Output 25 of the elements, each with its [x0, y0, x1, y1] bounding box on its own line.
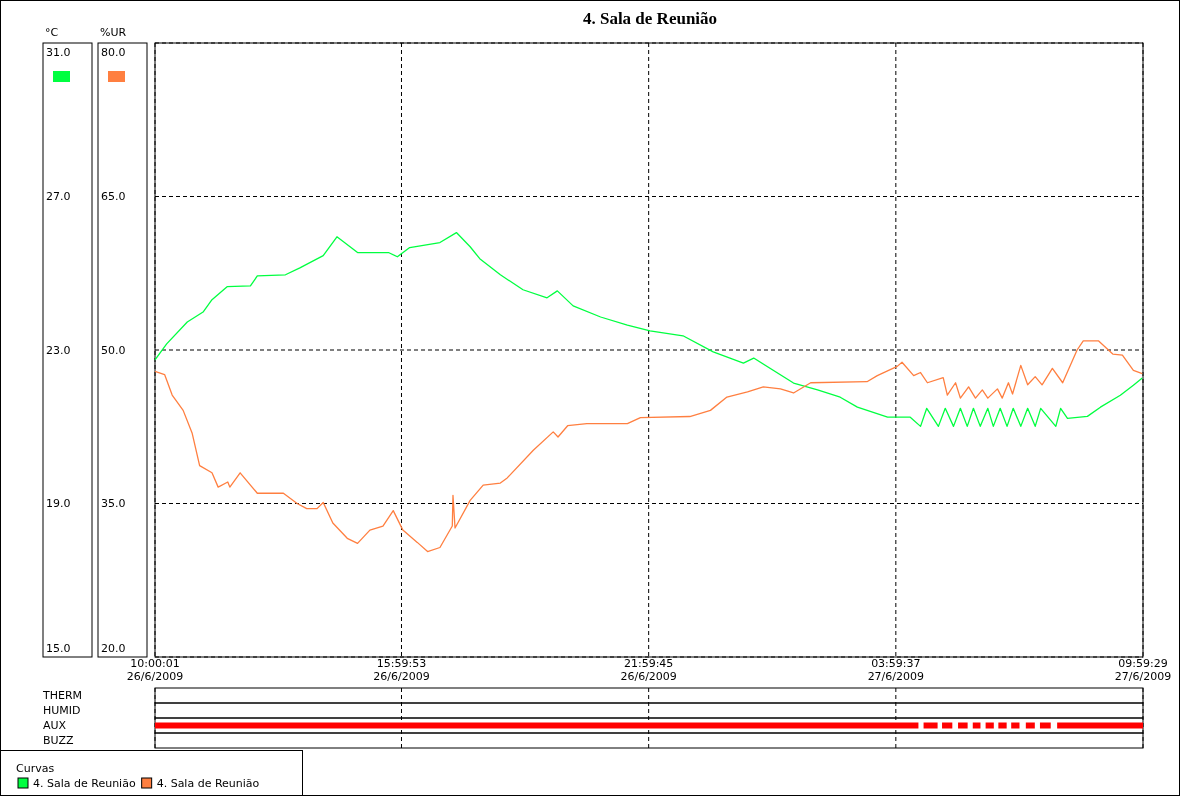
y2-tick-label: 35.0 — [101, 497, 126, 511]
y2-tick-label: 50.0 — [101, 343, 126, 357]
y-tick-label: 23.0 — [46, 343, 71, 357]
y2-axis-title: %UR — [100, 26, 127, 39]
y-tick-label: 31.0 — [46, 45, 71, 59]
y-tick-label: 27.0 — [46, 190, 71, 204]
x-tick-label: 10:00:01 26/6/2009 — [126, 657, 184, 683]
category-label: THERM — [42, 689, 83, 703]
category-label: AUX — [43, 719, 67, 733]
x-tick-label: 15:59:53 26/6/2009 — [373, 657, 430, 683]
legend-label: 4. Sala de Reunião — [156, 777, 260, 790]
x-tick-label: 03:59:37 27/6/2009 — [867, 657, 925, 683]
x-tick-label: 21:59:45 26/6/2009 — [620, 657, 677, 683]
category-label: BUZZ — [43, 734, 74, 748]
category-label: HUMID — [43, 704, 81, 718]
legend-label: 4. Sala de Reunião — [33, 777, 136, 790]
chart-title: 4. Sala de Reunião — [582, 9, 718, 28]
legend-title: Curvas — [16, 762, 55, 775]
y2-tick-label: 65.0 — [101, 190, 126, 204]
y-tick-label: 19.0 — [46, 497, 71, 511]
y2-tick-label: 20.0 — [101, 641, 126, 655]
y-axis-title: °C — [45, 26, 59, 39]
y2-tick-label: 80.0 — [101, 45, 126, 59]
x-tick-label: 09:59:29 27/6/2009 — [1114, 657, 1172, 683]
y-tick-label: 15.0 — [46, 641, 71, 655]
